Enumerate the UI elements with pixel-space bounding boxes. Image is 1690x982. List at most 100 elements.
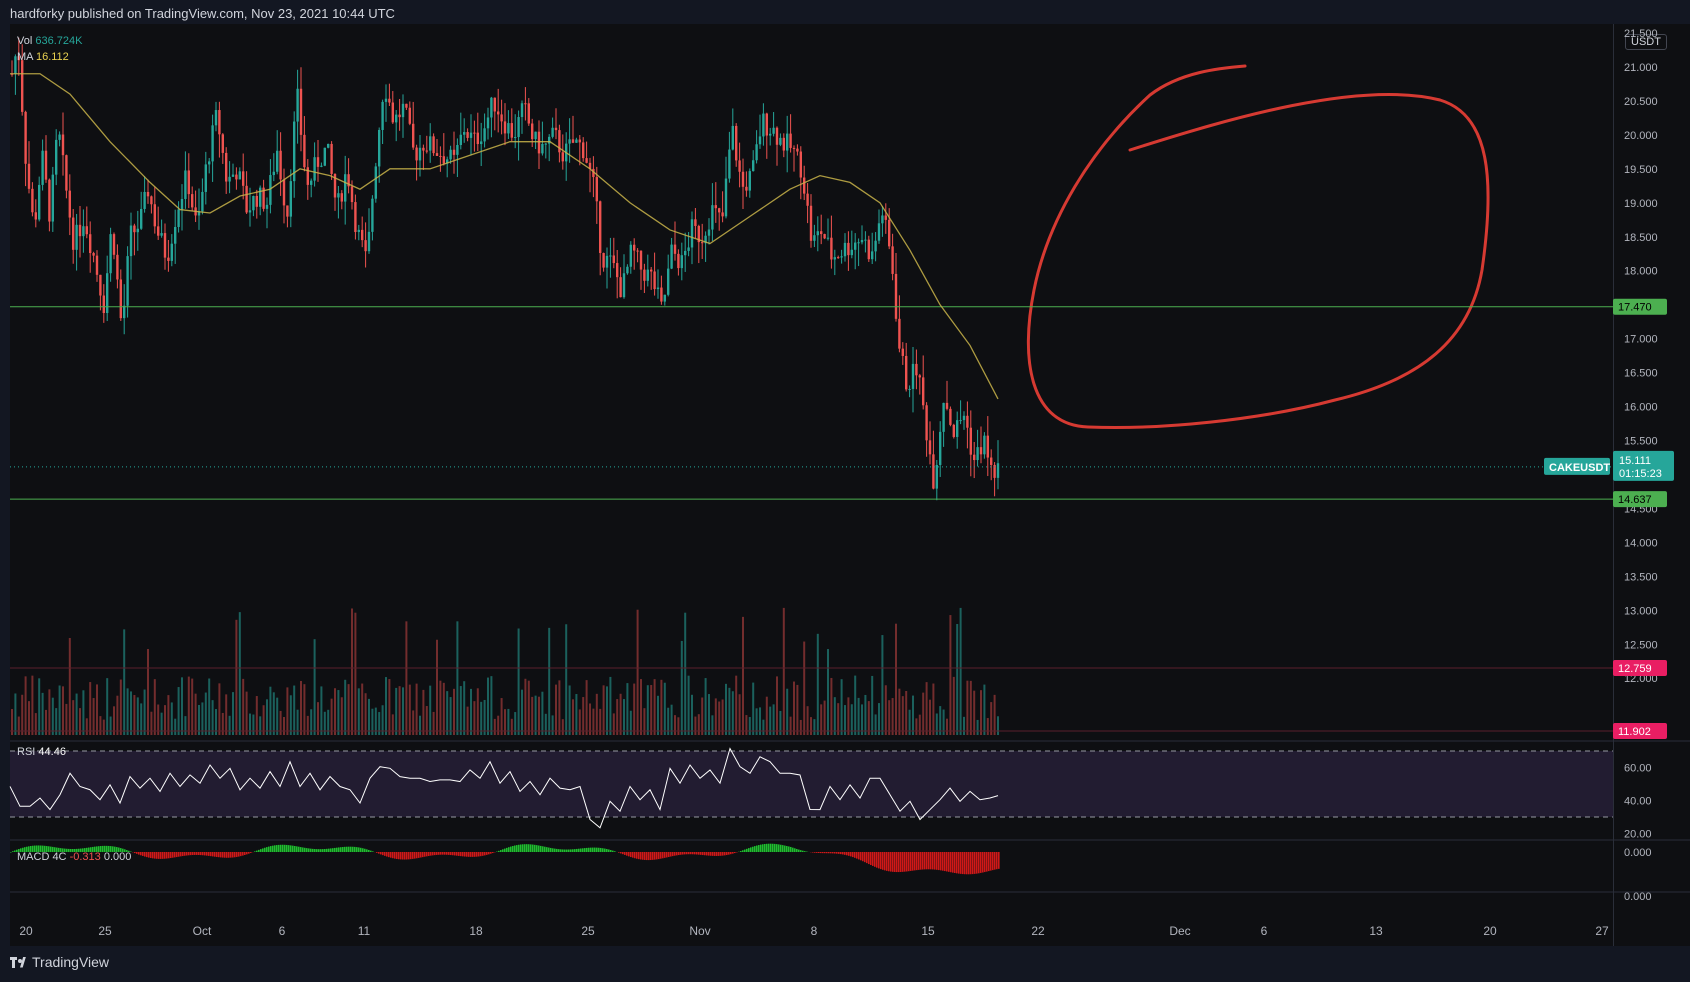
candle-body[interactable]	[830, 237, 833, 260]
candle-body[interactable]	[401, 103, 405, 118]
candle-body[interactable]	[996, 463, 1000, 478]
candle-body[interactable]	[361, 229, 364, 241]
candle-body[interactable]	[704, 235, 707, 244]
candle-body[interactable]	[259, 187, 262, 207]
candle-body[interactable]	[503, 121, 507, 134]
candle-body[interactable]	[840, 256, 843, 258]
candle-body[interactable]	[279, 150, 282, 180]
candle-body[interactable]	[905, 355, 908, 390]
candle-body[interactable]	[85, 226, 88, 235]
candle-body[interactable]	[58, 134, 61, 140]
candle-body[interactable]	[874, 240, 877, 252]
candle-body[interactable]	[211, 125, 214, 162]
candle-body[interactable]	[425, 150, 428, 152]
candle-body[interactable]	[374, 166, 377, 199]
candle-body[interactable]	[429, 136, 432, 151]
candle-body[interactable]	[942, 402, 945, 432]
candle-body[interactable]	[806, 193, 809, 206]
candle-body[interactable]	[983, 435, 986, 455]
candle-body[interactable]	[388, 98, 391, 103]
candle-body[interactable]	[792, 147, 796, 149]
candle-body[interactable]	[242, 171, 245, 186]
candle-body[interactable]	[990, 457, 993, 465]
candle-body[interactable]	[500, 114, 503, 122]
candle-body[interactable]	[558, 130, 561, 153]
candle-body[interactable]	[799, 151, 802, 178]
candle-body[interactable]	[126, 256, 129, 306]
candle-body[interactable]	[306, 167, 309, 185]
candle-body[interactable]	[673, 244, 677, 254]
candle-body[interactable]	[738, 160, 741, 172]
candle-body[interactable]	[265, 204, 269, 209]
candle-body[interactable]	[452, 149, 456, 155]
candle-body[interactable]	[687, 247, 690, 251]
candle-body[interactable]	[959, 420, 962, 422]
candle-body[interactable]	[881, 215, 884, 224]
candle-body[interactable]	[973, 454, 976, 461]
candle-body[interactable]	[99, 274, 102, 296]
candle-body[interactable]	[677, 253, 680, 269]
candle-body[interactable]	[721, 212, 724, 217]
symbol-tag[interactable]	[1544, 457, 1610, 475]
candle-body[interactable]	[31, 188, 34, 213]
candle-body[interactable]	[248, 210, 252, 213]
candle-body[interactable]	[568, 139, 571, 144]
candle-body[interactable]	[847, 242, 850, 256]
candle-body[interactable]	[82, 226, 85, 237]
candle-body[interactable]	[320, 165, 323, 167]
candle-body[interactable]	[282, 179, 286, 206]
candle-body[interactable]	[803, 177, 806, 194]
candle-body[interactable]	[17, 56, 20, 61]
candle-body[interactable]	[894, 273, 898, 319]
candle-body[interactable]	[197, 211, 201, 216]
candle-body[interactable]	[507, 123, 510, 134]
candle-body[interactable]	[102, 295, 105, 314]
candle-body[interactable]	[27, 163, 31, 189]
candle-body[interactable]	[48, 179, 51, 222]
candle-body[interactable]	[347, 174, 350, 187]
candle-body[interactable]	[41, 150, 44, 185]
candle-body[interactable]	[680, 255, 683, 269]
candle-body[interactable]	[252, 195, 255, 211]
support-price-tag[interactable]	[1613, 298, 1667, 315]
candle-body[interactable]	[969, 427, 972, 455]
candle-body[interactable]	[480, 141, 483, 145]
candle-body[interactable]	[140, 208, 143, 229]
candle-body[interactable]	[653, 271, 656, 290]
candle-body[interactable]	[752, 160, 755, 172]
candle-body[interactable]	[184, 170, 187, 200]
candle-body[interactable]	[486, 117, 490, 129]
candle-body[interactable]	[405, 103, 408, 108]
candle-body[interactable]	[214, 110, 218, 126]
candle-body[interactable]	[408, 107, 411, 124]
candle-body[interactable]	[38, 184, 41, 220]
candle-body[interactable]	[65, 155, 68, 191]
candle-body[interactable]	[622, 273, 626, 298]
candle-body[interactable]	[418, 147, 422, 161]
candle-body[interactable]	[174, 227, 177, 244]
candle-body[interactable]	[966, 415, 969, 428]
candle-body[interactable]	[415, 147, 418, 161]
candle-body[interactable]	[517, 117, 520, 138]
candle-body[interactable]	[269, 175, 272, 205]
candle-body[interactable]	[911, 363, 915, 389]
candle-body[interactable]	[180, 199, 184, 210]
candle-body[interactable]	[473, 132, 476, 134]
candle-body[interactable]	[442, 156, 445, 164]
candle-body[interactable]	[14, 56, 17, 74]
candle-body[interactable]	[459, 134, 462, 145]
candle-body[interactable]	[255, 195, 258, 207]
candle-body[interactable]	[775, 127, 779, 145]
candle-body[interactable]	[61, 134, 65, 156]
candle-body[interactable]	[276, 150, 279, 172]
candle-body[interactable]	[106, 273, 109, 314]
candle-body[interactable]	[395, 114, 398, 123]
candle-body[interactable]	[755, 144, 758, 161]
candle-body[interactable]	[34, 212, 37, 220]
candle-body[interactable]	[44, 150, 48, 180]
candle-body[interactable]	[218, 110, 221, 135]
candles-layer[interactable]	[10, 37, 1000, 501]
candle-body[interactable]	[357, 229, 360, 233]
candle-body[interactable]	[857, 242, 860, 244]
